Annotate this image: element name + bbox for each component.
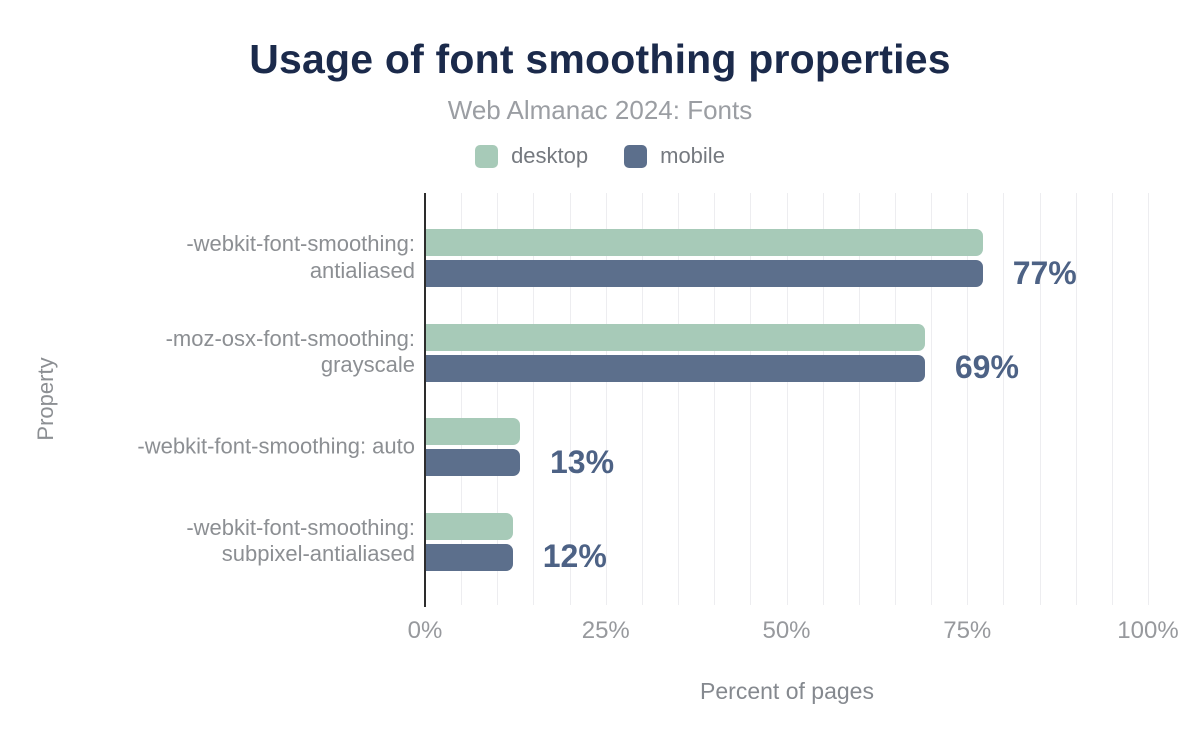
bar-desktop[interactable] xyxy=(426,418,520,445)
category-label: -webkit-font-smoothing: antialiased xyxy=(186,231,415,283)
gridline xyxy=(533,193,535,605)
gridline xyxy=(822,193,824,605)
gridline xyxy=(750,193,752,605)
legend-swatch-mobile xyxy=(624,144,648,168)
value-label: 12% xyxy=(542,537,607,574)
gridline xyxy=(786,193,788,605)
bar-mobile[interactable] xyxy=(426,449,520,476)
bar-mobile[interactable] xyxy=(426,543,513,571)
bar-desktop[interactable] xyxy=(426,512,513,540)
gridline xyxy=(1075,193,1077,605)
category-label: -webkit-font-smoothing: auto xyxy=(137,433,415,459)
legend-label: desktop xyxy=(511,143,589,168)
y-axis-line xyxy=(424,193,426,607)
gridline xyxy=(1003,193,1005,605)
gridline xyxy=(641,193,643,605)
x-tick-label: 75% xyxy=(943,617,992,644)
bar-desktop[interactable] xyxy=(426,229,983,256)
value-label: 77% xyxy=(1012,254,1077,291)
gridline xyxy=(858,193,860,605)
bar-desktop[interactable] xyxy=(426,323,925,351)
gridline xyxy=(678,193,680,605)
x-tick-label: 25% xyxy=(581,617,630,644)
x-tick-label: 0% xyxy=(407,617,443,644)
bar-mobile[interactable] xyxy=(426,354,925,382)
gridline xyxy=(1148,193,1149,605)
x-tick-label: 100% xyxy=(1117,617,1179,644)
gridline xyxy=(714,193,716,605)
gridline xyxy=(569,193,571,605)
value-label: 69% xyxy=(954,348,1019,385)
chart-subtitle: Web Almanac 2024: Fonts xyxy=(447,95,753,125)
chart-title: Usage of font smoothing properties xyxy=(249,36,951,82)
legend-item-desktop[interactable]: desktop xyxy=(475,143,588,169)
bar-mobile[interactable] xyxy=(426,260,983,287)
legend-label: mobile xyxy=(660,143,725,168)
gridline xyxy=(605,193,607,605)
gridline xyxy=(967,193,969,605)
legend-swatch-desktop xyxy=(475,144,499,168)
category-label: -webkit-font-smoothing: subpixel-antiali… xyxy=(186,514,415,567)
legend: desktop mobile xyxy=(0,143,1200,169)
value-label: 13% xyxy=(549,443,615,480)
x-tick-label: 50% xyxy=(762,617,811,644)
gridline xyxy=(1111,193,1113,605)
legend-item-mobile[interactable]: mobile xyxy=(624,143,725,169)
gridline xyxy=(894,193,896,605)
gridline xyxy=(497,193,499,605)
category-label: -moz-osx-font-smoothing: grayscale xyxy=(165,325,415,378)
x-axis-title: Percent of pages xyxy=(700,678,874,704)
gridline xyxy=(461,193,463,605)
gridline xyxy=(931,193,933,605)
gridline xyxy=(1039,193,1041,605)
